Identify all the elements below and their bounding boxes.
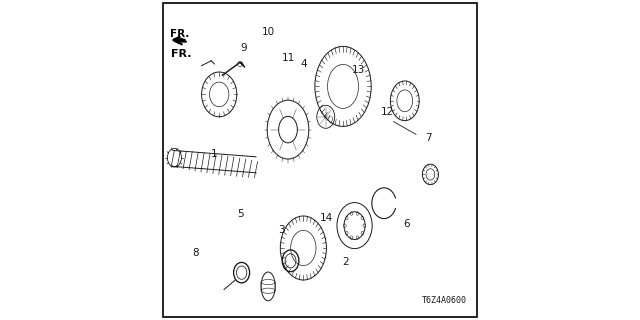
Text: 9: 9 (240, 43, 246, 53)
Text: 12: 12 (381, 107, 394, 117)
Text: 7: 7 (426, 132, 432, 143)
Text: 1: 1 (211, 148, 218, 159)
Text: 6: 6 (403, 219, 410, 229)
Text: FR.: FR. (170, 28, 189, 39)
Text: FR.: FR. (170, 49, 191, 60)
Text: 2: 2 (342, 257, 349, 268)
Text: 10: 10 (262, 27, 275, 37)
Text: 4: 4 (301, 59, 307, 69)
Text: 13: 13 (352, 65, 365, 76)
Text: 8: 8 (192, 248, 198, 258)
Text: 11: 11 (282, 52, 294, 63)
Text: 14: 14 (320, 212, 333, 223)
Text: T6Z4A0600: T6Z4A0600 (422, 296, 467, 305)
Text: 3: 3 (278, 225, 285, 236)
Text: 5: 5 (237, 209, 243, 220)
